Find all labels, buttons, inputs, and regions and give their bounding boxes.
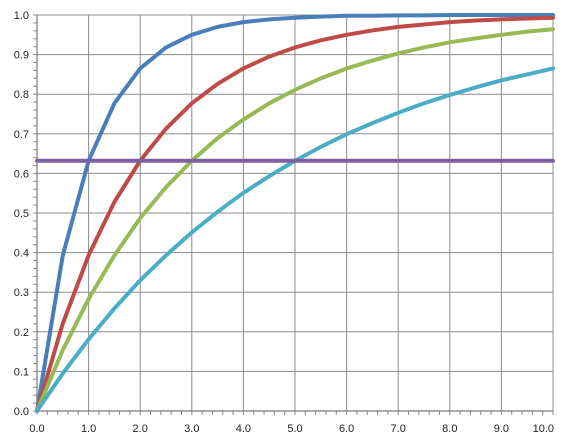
- series-line-2: [35, 15, 555, 413]
- y-tick-label: 0.1: [14, 366, 29, 378]
- x-tick-label: 7.0: [391, 423, 406, 435]
- tick-labels: 0.0 0.1 0.2 0.3 0.4 0.5 0.6 0.7 0.8 0.9 1.0 0.0 1.0 2…: [14, 10, 554, 435]
- x-tick-label: 2.0: [133, 423, 148, 435]
- y-tick-label: 0.3: [14, 287, 29, 299]
- x-tick-label: 9.0: [494, 423, 509, 435]
- x-tick-label: 5.0: [287, 423, 302, 435]
- y-tick-label: 0.7: [14, 129, 29, 141]
- y-tick-label: 0.4: [14, 248, 29, 260]
- series-line-3: [35, 27, 555, 413]
- x-tick-label: 10.0: [533, 423, 554, 435]
- series-line-1: [35, 13, 555, 413]
- x-tick-label: 8.0: [442, 423, 457, 435]
- x-tick-label: 4.0: [236, 423, 251, 435]
- y-tick-label: 0.8: [14, 89, 29, 101]
- minor-ticks: [33, 14, 554, 415]
- x-tick-label: 6.0: [339, 423, 354, 435]
- x-tick-label: 1.0: [81, 423, 96, 435]
- y-tick-label: 0.2: [14, 327, 29, 339]
- series: [35, 13, 555, 413]
- y-tick-label: 0.0: [14, 406, 29, 418]
- y-tick-label: 0.6: [14, 168, 29, 180]
- x-tick-label: 0.0: [29, 423, 44, 435]
- y-tick-label: 0.5: [14, 208, 29, 220]
- x-tick-label: 3.0: [184, 423, 199, 435]
- axes: [36, 15, 553, 412]
- y-tick-label: 1.0: [14, 10, 29, 22]
- y-tick-label: 0.9: [14, 50, 29, 62]
